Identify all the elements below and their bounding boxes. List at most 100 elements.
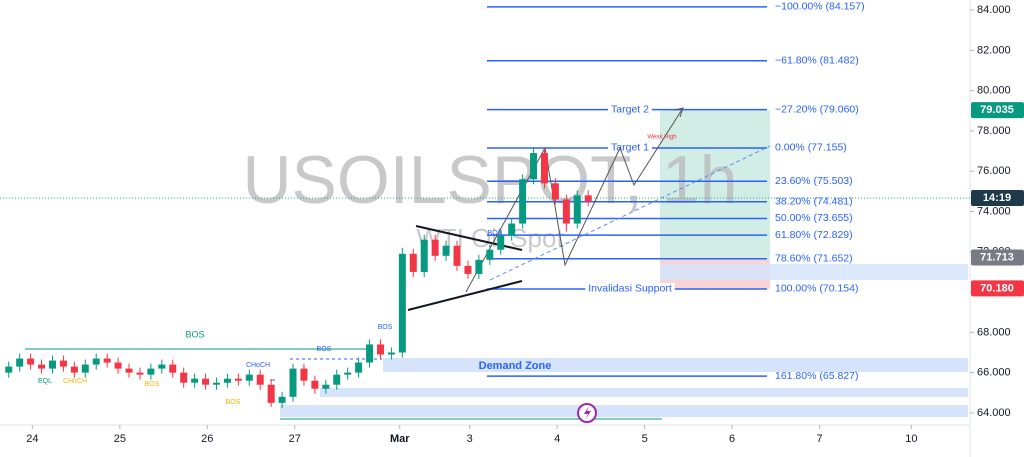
demand-zone [383,358,968,372]
candle-body [431,239,439,256]
candle-body [376,344,384,355]
annotation: Weak High [647,135,676,141]
candle-body [344,372,352,375]
fib-label: −61.80% (81.482) [775,55,859,67]
x-tick-label: Mar [390,433,410,445]
candle-body [125,368,133,373]
candle-body [212,382,220,385]
candle-body [540,153,548,184]
candle-body [158,364,166,369]
annotation: CHoCH [63,378,87,385]
candle-body [519,179,527,224]
x-tick-label: 4 [554,433,560,445]
y-tick-label: 82.000 [977,44,1011,56]
candle-body [453,245,461,266]
zone [660,264,968,280]
candle-body [147,368,155,375]
annotation: CHoCH [246,362,270,369]
fib-label: 61.80% (72.829) [775,229,853,241]
fib-label: 23.60% (75.503) [775,175,853,187]
candle-body [191,378,199,383]
fib-label: 78.60% (71.652) [775,253,853,265]
candle-body [289,368,297,397]
zones [280,110,968,417]
candle-body [562,199,570,224]
candle-body [27,358,35,365]
fib-tag: Invalidasi Support [588,283,672,295]
y-tick-label: 64.000 [977,407,1011,419]
y-tick-label: 68.000 [977,326,1011,338]
annotation: BOS [145,381,160,388]
candle-body [497,235,505,250]
fib-label: 161.80% (65.827) [775,370,858,382]
candle-body [486,249,494,260]
triangle-line [407,280,523,311]
price-badge-label: 71.713 [980,251,1014,263]
candle-body [48,360,56,369]
candle-body [387,352,395,355]
fib-tag: Target 1 [611,142,649,154]
x-tick-label: 3 [467,433,473,445]
zone [280,405,968,417]
fib-tag-bg [585,282,675,295]
candle-body [551,183,559,200]
candle-body [420,239,428,272]
candle-body [366,344,374,363]
fib-levels: −100.00% (84.157) −61.80% (81.482) −27.20%… [487,1,865,382]
price-badges: 14:19 79.035 71.713 70.180 [971,102,1024,297]
annotation: BOS [488,230,503,237]
candle-body [584,195,592,202]
annotation: BOS [185,329,204,339]
price-badge [971,189,1024,206]
x-tick-label: 24 [26,433,38,445]
candle-body [136,372,144,375]
candle-body [508,223,516,236]
candle-body [59,360,67,367]
candle-body [398,253,406,353]
candle-body [355,362,363,373]
fib-label: −100.00% (84.157) [775,1,865,13]
candle-body [333,374,341,385]
candle-body [311,380,319,389]
candle-body [169,364,177,373]
candle-body [16,358,24,367]
candle-body [256,374,264,385]
candle-body [223,378,231,383]
y-tick-label: 78.000 [977,125,1011,137]
candle-body [92,358,100,365]
fib-label: 50.00% (73.655) [775,212,853,224]
candles [5,147,592,408]
candle-body [114,362,122,369]
x-tick-label: 25 [114,433,126,445]
x-tick-label: 5 [642,433,648,445]
annotation: EQL [38,378,52,385]
x-tick-label: 7 [816,433,822,445]
annotations: BOS BOS BOS CHoCH EQL CHoCH BOS BOS BOS Weak High… [38,135,677,406]
price-badge [971,280,1024,297]
price-badge [971,249,1024,266]
annotation: Demand Zone [479,360,552,372]
annotation: BOS [317,346,332,353]
fib-label: 0.00% (77.155) [775,142,847,154]
y-tick-label: 84.000 [977,4,1011,16]
y-tick-label: 76.000 [977,165,1011,177]
fib-label: 100.00% (70.154) [775,283,858,295]
candle-body [70,366,78,373]
candle-body [278,396,286,403]
price-badge-label: 79.035 [980,104,1014,116]
price-badge [971,102,1024,119]
fib-label: 38.20% (74.481) [775,196,853,208]
candle-body [530,153,538,180]
x-tick-label: 10 [905,433,917,445]
candle-body [180,372,188,383]
candle-body [81,364,89,373]
x-tick-label: 27 [289,433,301,445]
alert-bolt [584,406,591,420]
candle-body [234,378,242,381]
price-badge-label: 70.180 [980,282,1014,294]
candle-body [475,259,483,274]
candle-body [464,265,472,274]
candle-body [38,364,46,369]
candle-body [442,245,450,256]
